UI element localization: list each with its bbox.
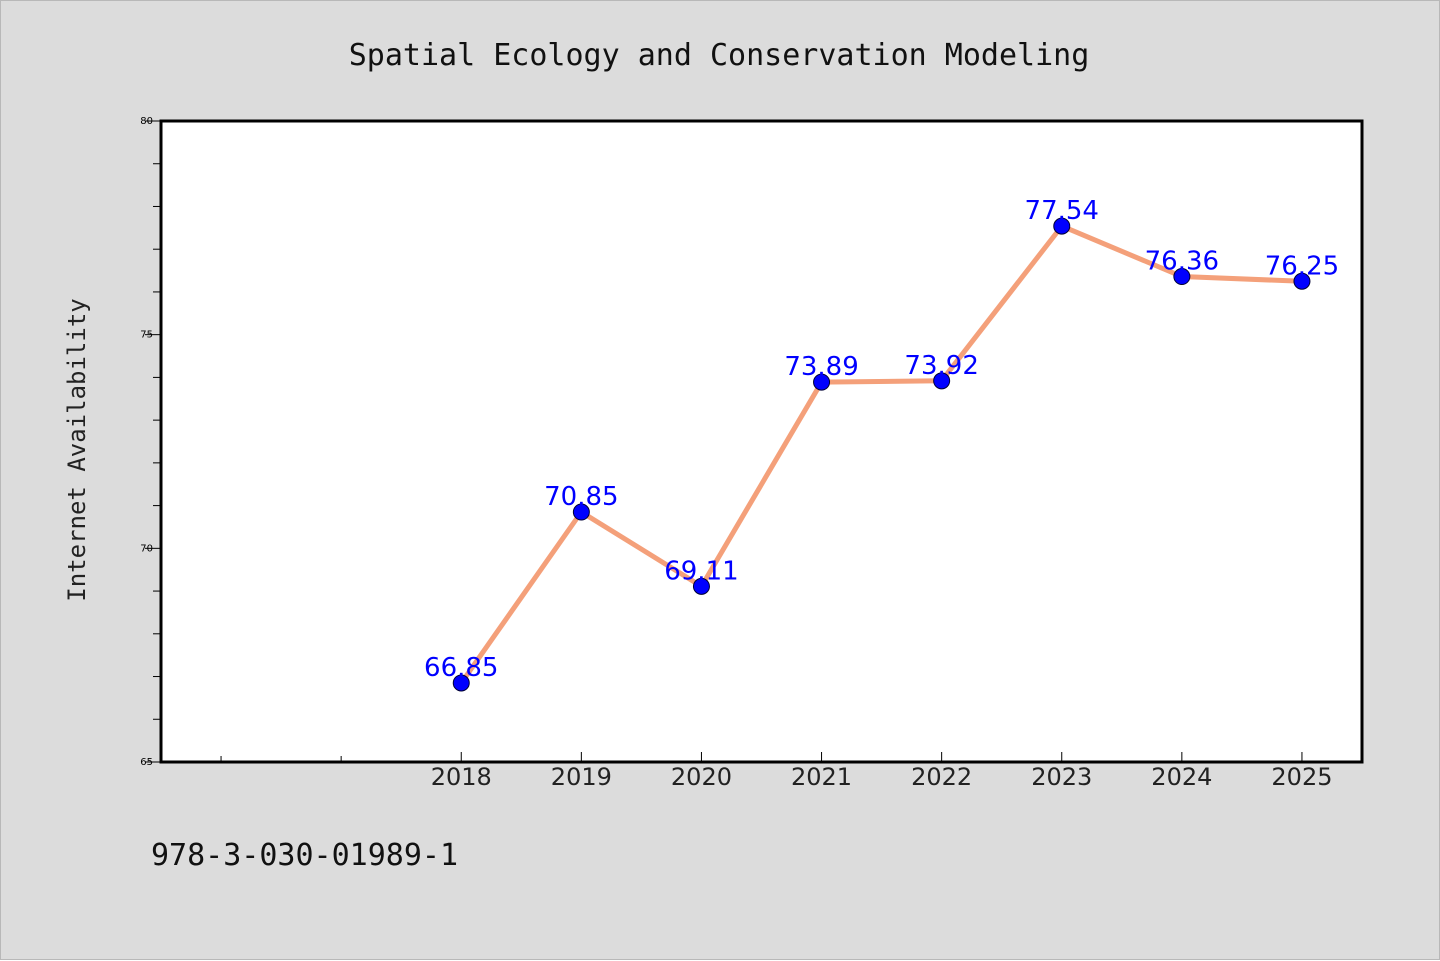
data-point-marker <box>1173 268 1191 286</box>
data-point-marker <box>572 503 590 521</box>
data-value-label: 73.92 <box>904 351 978 381</box>
y-tick-label: 70 <box>140 543 153 554</box>
data-value-label: 76.36 <box>1145 247 1219 277</box>
series-line <box>458 223 1305 686</box>
x-tick-label: 2022 <box>911 763 972 791</box>
data-point-marker <box>452 674 470 692</box>
axis-ticks: 65 70 75 80 2018 2019 2020 2021 2022 2023 2024 2025 <box>140 116 1332 791</box>
x-tick-label: 2023 <box>1031 763 1092 791</box>
data-point-marker <box>813 373 831 391</box>
y-tick-label: 65 <box>140 757 153 768</box>
data-point-marker <box>1293 272 1311 290</box>
data-value-label: 69.11 <box>664 556 738 586</box>
data-labels: 66.85 70.85 69.11 73.89 73.92 77.54 76.36 76.25 <box>424 196 1339 683</box>
y-axis-label: Internet Availability <box>63 298 91 601</box>
plot-area <box>161 121 1362 762</box>
data-point-marker <box>692 577 710 595</box>
x-tick-label: 2019 <box>551 763 612 791</box>
x-tick-label: 2020 <box>671 763 732 791</box>
data-value-label: 66.85 <box>424 653 498 683</box>
x-tick-label: 2018 <box>431 763 492 791</box>
x-tick-label: 2021 <box>791 763 852 791</box>
series-markers <box>452 217 1311 692</box>
data-value-label: 76.25 <box>1265 251 1339 281</box>
data-value-label: 70.85 <box>544 482 618 512</box>
series-line-layer <box>458 223 1305 686</box>
plot-frame <box>159 119 1364 764</box>
data-value-label: 73.89 <box>784 352 858 382</box>
data-point-marker <box>933 372 951 390</box>
data-point-marker <box>1053 217 1071 235</box>
y-tick-label: 75 <box>140 330 153 341</box>
chart-title: Spatial Ecology and Conservation Modelin… <box>349 38 1090 73</box>
x-tick-label: 2025 <box>1271 763 1332 791</box>
footer-isbn: 978-3-030-01989-1 <box>151 838 458 873</box>
data-value-label: 77.54 <box>1025 196 1099 226</box>
y-tick-label: 80 <box>140 116 153 127</box>
x-tick-label: 2024 <box>1151 763 1212 791</box>
